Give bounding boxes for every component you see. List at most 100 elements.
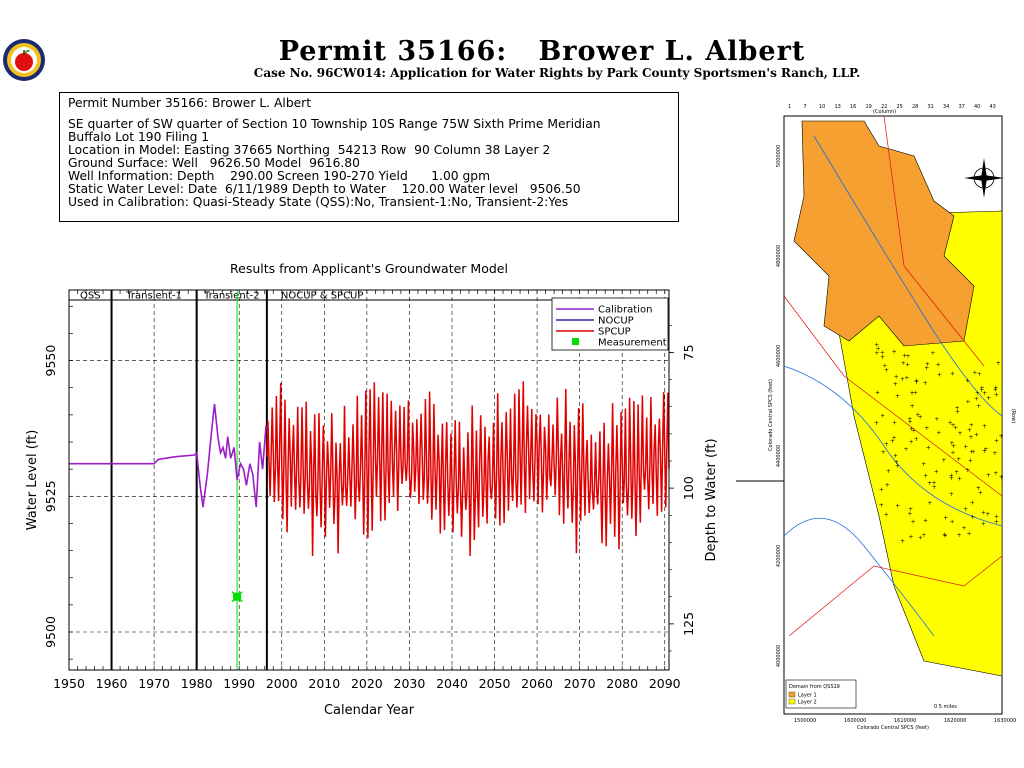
y-axis-label: Water Level (ft): [25, 430, 40, 531]
well-marker: +: [978, 489, 983, 496]
well-marker: +: [936, 362, 941, 369]
well-marker: +: [895, 393, 900, 400]
well-marker: +: [893, 453, 898, 460]
well-marker: +: [894, 459, 899, 466]
well-marker: +: [893, 381, 898, 388]
well-marker: +: [955, 405, 960, 412]
well-marker: +: [982, 423, 987, 430]
well-marker: +: [924, 425, 929, 432]
x-tick-label: 2010: [308, 676, 340, 691]
well-marker: +: [963, 506, 968, 513]
well-marker: +: [918, 535, 923, 542]
y-tick-label: 9550: [43, 345, 58, 377]
y2-tick-label: 75: [681, 344, 696, 360]
map-column-label: 22: [881, 104, 887, 110]
well-marker: +: [985, 511, 990, 518]
map-pointer-line: [736, 480, 788, 482]
permit-number-line: Permit Number 35166: Brower L. Albert: [68, 96, 312, 110]
well-marker: +: [974, 395, 979, 402]
x-tick-label: 2090: [649, 676, 681, 691]
well-marker: +: [950, 370, 955, 377]
well-marker: +: [967, 427, 972, 434]
road-line: [883, 115, 985, 367]
map-legend-label: Layer 1: [798, 693, 817, 699]
period-label: QSS: [80, 291, 101, 302]
well-marker: +: [934, 416, 939, 423]
well-marker: +: [999, 433, 1004, 440]
well-marker: +: [961, 525, 966, 532]
map-column-label: 16: [850, 104, 856, 110]
map-column-label: 7: [804, 104, 807, 110]
well-marker: +: [949, 472, 954, 479]
well-marker: +: [969, 434, 974, 441]
x-tick-label: 1990: [223, 676, 255, 691]
well-marker: +: [914, 377, 919, 384]
well-marker: +: [908, 506, 913, 513]
well-marker: +: [979, 385, 984, 392]
y2-axis-label: Depth to Water (ft): [704, 438, 719, 561]
y-tick-label: 9525: [43, 480, 58, 512]
map-legend-box: [785, 679, 857, 709]
well-marker: +: [907, 418, 912, 425]
plot-frame: [68, 289, 670, 671]
well-marker: +: [923, 472, 928, 479]
water-level-chart: Results from Applicant's Groundwater Mod…: [25, 261, 719, 718]
map-northing-label: 4400000: [776, 445, 782, 467]
well-marker: +: [880, 349, 885, 356]
well-marker: +: [968, 458, 973, 465]
well-marker: +: [971, 449, 976, 456]
well-marker: +: [999, 474, 1004, 481]
well-marker: +: [926, 445, 931, 452]
x-tick-label: 1950: [53, 676, 85, 691]
map-easting-label: 1630000: [994, 718, 1016, 724]
map-column-label: 10: [819, 104, 825, 110]
spcup-line: [266, 381, 670, 557]
map-northing-label: 4600000: [776, 345, 782, 367]
well-marker: +: [895, 463, 900, 470]
map-bottom-axis-label: Colorado Central SPCS (feet): [857, 725, 929, 731]
well-marker: +: [970, 499, 975, 506]
well-marker: +: [880, 354, 885, 361]
y2-tick-label: 100: [681, 476, 696, 500]
well-marker: +: [924, 365, 929, 372]
map-northing-label: 4000000: [776, 645, 782, 667]
road-line: [783, 295, 1003, 497]
period-label: Transient-2: [203, 291, 260, 302]
x-tick-label: 2030: [394, 676, 426, 691]
well-marker: +: [918, 414, 923, 421]
well-marker: +: [931, 480, 936, 487]
well-marker: +: [902, 352, 907, 359]
well-marker: +: [977, 371, 982, 378]
map-column-label: 1: [788, 104, 791, 110]
well-marker: +: [885, 482, 890, 489]
axis-layer: 1950 1960 1970 1980 1990 2000 2010 2020 2030 2040…: [43, 290, 696, 691]
x-tick-label: 1970: [138, 676, 170, 691]
well-marker: +: [884, 367, 889, 374]
well-marker: +: [884, 441, 889, 448]
x-tick-label: 2080: [606, 676, 638, 691]
map-northing-label: 5000000: [776, 145, 782, 167]
well-marker: +: [965, 398, 970, 405]
legend-label: NOCUP: [598, 316, 634, 327]
x-tick-label: 1980: [181, 676, 213, 691]
well-marker: +: [976, 403, 981, 410]
map-column-label: 43: [990, 104, 996, 110]
well-marker: +: [955, 409, 960, 416]
y-tick-label: 9500: [43, 616, 58, 648]
well-marker: +: [884, 511, 889, 518]
well-marker: +: [949, 491, 954, 498]
chart-title: Results from Applicant's Groundwater Mod…: [230, 261, 508, 276]
well-marker: +: [972, 369, 977, 376]
well-marker: +: [969, 448, 974, 455]
river-line: [813, 135, 1003, 417]
calibration-line: [69, 403, 267, 508]
well-marker: +: [892, 419, 897, 426]
well-marker: +: [994, 437, 999, 444]
well-marker: +: [996, 360, 1001, 367]
well-marker: +: [970, 514, 975, 521]
model-domain-map: ++++++++++++++++++++++++++++++++++++++++…: [768, 104, 1016, 731]
x-axis-label: Calendar Year: [324, 703, 415, 718]
well-marker: +: [882, 362, 887, 369]
well-marker: +: [981, 510, 986, 517]
map-column-label: 25: [897, 104, 903, 110]
